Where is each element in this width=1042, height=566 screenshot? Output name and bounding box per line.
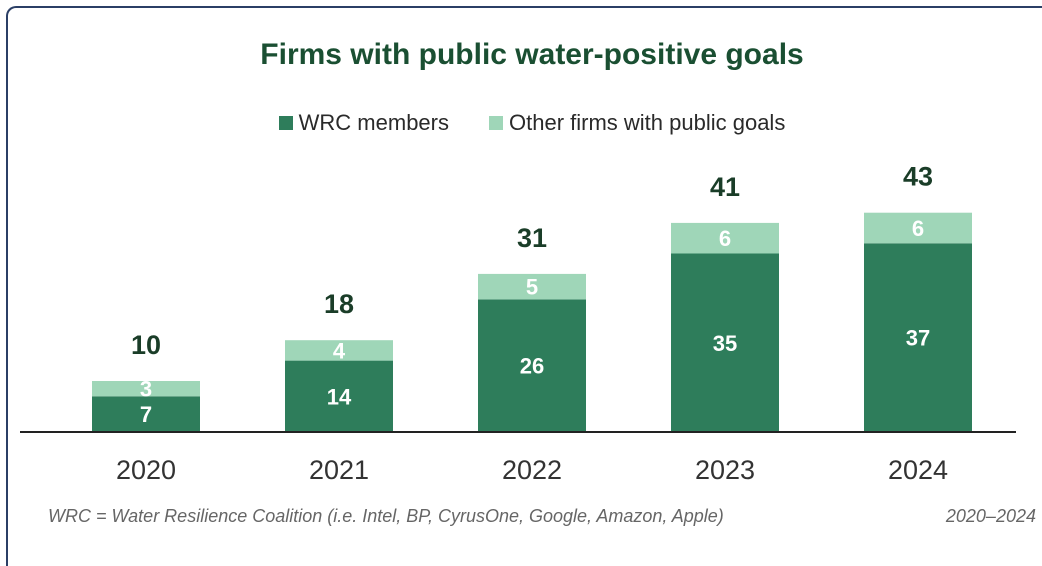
- total-label-2023: 41: [710, 172, 740, 202]
- total-label-2022: 31: [517, 223, 547, 253]
- total-label-2020: 10: [131, 330, 161, 360]
- legend-label-wrc: WRC members: [298, 110, 449, 135]
- x-tick-label-2022: 2022: [502, 455, 562, 485]
- bar-other-2022: [478, 273, 586, 300]
- data-label-other-2022: 5: [526, 275, 538, 300]
- x-tick-label-2020: 2020: [116, 455, 176, 485]
- data-label-other-2023: 6: [719, 226, 731, 251]
- legend-item-wrc: WRC members: [278, 110, 449, 136]
- bar-wrc-2022: [478, 299, 586, 432]
- bar-other-2023: [671, 222, 779, 254]
- bar-other-2024: [864, 212, 972, 244]
- bar-wrc-2021: [285, 360, 393, 432]
- data-label-wrc-2020: 7: [140, 402, 152, 427]
- bar-other-2020: [92, 381, 200, 397]
- legend-label-other: Other firms with public goals: [509, 110, 786, 135]
- data-label-wrc-2022: 26: [520, 354, 544, 379]
- bar-wrc-2020: [92, 396, 200, 432]
- data-label-other-2024: 6: [912, 216, 924, 241]
- data-label-wrc-2021: 14: [327, 384, 352, 409]
- x-tick-label-2024: 2024: [888, 455, 948, 485]
- data-label-other-2020: 3: [140, 377, 152, 402]
- bar-other-2021: [285, 340, 393, 361]
- x-tick-label-2021: 2021: [309, 455, 369, 485]
- data-label-wrc-2023: 35: [713, 331, 737, 356]
- chart-title: Firms with public water-positive goals: [260, 38, 804, 71]
- total-label-2021: 18: [324, 289, 354, 319]
- bar-wrc-2023: [671, 253, 779, 432]
- bar-wrc-2024: [864, 243, 972, 432]
- legend: WRC members Other firms with public goal…: [0, 108, 1042, 138]
- period-label: 2020–2024: [945, 506, 1036, 526]
- total-label-2024: 43: [903, 162, 933, 192]
- legend-item-other: Other firms with public goals: [489, 110, 785, 136]
- data-label-wrc-2024: 37: [906, 326, 930, 351]
- data-label-other-2021: 4: [333, 338, 346, 363]
- x-tick-label-2023: 2023: [695, 455, 755, 485]
- footnote: WRC = Water Resilience Coalition (i.e. I…: [48, 506, 724, 526]
- legend-swatch-wrc: [278, 116, 293, 130]
- legend-swatch-other: [489, 116, 503, 130]
